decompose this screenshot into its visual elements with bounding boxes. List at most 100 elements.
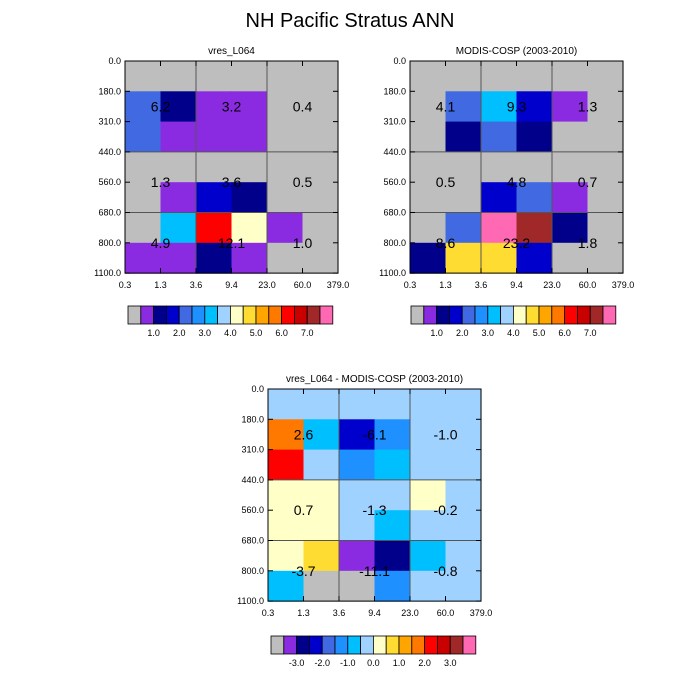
heatmap-cell xyxy=(445,242,482,274)
heatmap-cell xyxy=(587,151,624,183)
box-value-label: 4.9 xyxy=(151,235,171,251)
colorbar-swatch xyxy=(487,305,502,325)
y-tick-label: 310.0 xyxy=(241,445,264,455)
x-tick-label: 23.0 xyxy=(258,280,276,290)
y-tick-label: 440.0 xyxy=(98,147,121,157)
colorbar-label: 2.0 xyxy=(173,328,186,338)
heatmap-cell xyxy=(196,151,233,183)
box-value-label: -1.3 xyxy=(362,502,386,518)
panel-vres-l064: vres_L064 0.3 1.3 3.6 9.4 23.0 60.0 379.0 0.0 180… xyxy=(94,46,349,290)
heatmap-cell xyxy=(445,419,482,451)
heatmap-cell xyxy=(516,182,553,214)
heatmap-cell xyxy=(374,449,411,481)
heatmap-cell xyxy=(445,182,482,214)
heatmap-cell xyxy=(303,510,340,542)
x-tick-label: 60.0 xyxy=(437,608,455,618)
box-value-label: -1.0 xyxy=(433,426,457,442)
colorbar-swatch xyxy=(436,305,450,325)
heatmap-cell xyxy=(160,151,197,183)
colorbar-swatch xyxy=(283,635,298,655)
colorbar-swatch xyxy=(564,305,578,325)
heatmap-cell xyxy=(339,419,376,451)
figure-title: NH Pacific Stratus ANN xyxy=(245,10,455,32)
heatmap-cell xyxy=(125,182,162,214)
heatmap-cell xyxy=(196,242,233,274)
colorbar-label: 4.0 xyxy=(224,328,237,338)
colorbar-swatch xyxy=(538,305,553,325)
colorbar-label: 2.0 xyxy=(456,328,469,338)
heatmap-cell xyxy=(445,449,482,481)
x-tick-label: 3.6 xyxy=(333,608,346,618)
heatmap-cell xyxy=(231,242,268,274)
x-tick-label: 1.3 xyxy=(439,280,452,290)
heatmap-cell xyxy=(231,212,268,244)
colorbar-label: 3.0 xyxy=(199,328,212,338)
heatmap-cell xyxy=(125,151,162,183)
heatmap-cell xyxy=(196,61,233,92)
colorbar-label: 7.0 xyxy=(584,328,597,338)
heatmap-cell xyxy=(125,121,162,153)
colorbar-swatch xyxy=(385,635,400,655)
heatmap-cell xyxy=(302,242,339,274)
colorbar-label: 5.0 xyxy=(533,328,546,338)
heatmap-cell xyxy=(445,212,482,244)
colorbar-swatch xyxy=(398,635,413,655)
heatmap-cell xyxy=(303,479,340,511)
heatmap-cell xyxy=(268,479,305,511)
heatmap-cell xyxy=(445,91,482,123)
colorbar-swatch xyxy=(602,305,617,325)
heatmap-cell xyxy=(302,182,339,214)
heatmap-cell xyxy=(196,182,233,214)
panel-difference: vres_L064 - MODIS-COSP (2003-2010) 0.3 1.3… xyxy=(237,374,492,618)
x-tick-label: 1.3 xyxy=(297,608,310,618)
y-tick-label: 0.0 xyxy=(251,384,264,394)
colorbar-swatch xyxy=(576,305,591,325)
heatmap-cell xyxy=(339,540,376,572)
y-tick-label: 680.0 xyxy=(241,536,264,546)
heatmap-cell xyxy=(410,419,447,451)
colorbar-swatch xyxy=(319,305,334,325)
heatmap-cell xyxy=(410,510,447,542)
panel-modis-cosp: MODIS-COSP (2003-2010) 0.3 1.3 3.6 9.4 23.0 60… xyxy=(379,46,634,290)
colorbar-swatch xyxy=(242,305,257,325)
heatmap-cell xyxy=(445,389,482,420)
heatmap-cell xyxy=(552,61,589,92)
colorbar-swatch xyxy=(204,305,219,325)
y-tick-label: 560.0 xyxy=(98,177,121,187)
heatmap-cell xyxy=(410,121,447,153)
y-tick-label: 680.0 xyxy=(98,208,121,218)
heatmap-cell xyxy=(445,540,482,572)
heatmap-cell xyxy=(267,121,304,153)
heatmap-cell xyxy=(339,449,376,481)
heatmap-cell xyxy=(410,449,447,481)
heatmap-cell xyxy=(374,479,411,511)
y-tick-label: 180.0 xyxy=(383,86,406,96)
heatmap-cell xyxy=(303,419,340,451)
colorbar-label: 6.0 xyxy=(558,328,571,338)
colorbar-swatch xyxy=(293,305,308,325)
colorbar-label: 5.0 xyxy=(250,328,263,338)
colorbar-label: 1.0 xyxy=(393,658,406,668)
colorbar-swatch xyxy=(449,305,463,325)
box-value-label: 1.3 xyxy=(151,174,171,190)
colorbar-swatch xyxy=(309,635,323,655)
colorbar-swatch xyxy=(513,305,527,325)
heatmap-cell xyxy=(231,182,268,214)
heatmap-cell xyxy=(268,570,305,602)
y-tick-label: 1100.0 xyxy=(94,268,121,278)
colorbar-swatch xyxy=(268,305,283,325)
colorbar-swatch xyxy=(296,635,310,655)
colorbar-swatch xyxy=(500,305,514,325)
heatmap-cell xyxy=(231,121,268,153)
heatmap-cell xyxy=(268,449,305,481)
box-value-label: 1.8 xyxy=(578,235,598,251)
heatmap-cell xyxy=(268,540,305,572)
heatmap-cell xyxy=(267,61,304,92)
colorbar-swatch xyxy=(410,305,425,325)
heatmap-cell xyxy=(302,151,339,183)
heatmap-cell xyxy=(302,212,339,244)
y-tick-label: 180.0 xyxy=(241,414,264,424)
heatmap-cell xyxy=(303,389,340,420)
heatmap-cell xyxy=(160,61,197,92)
box-value-label: -11.1 xyxy=(359,563,390,579)
